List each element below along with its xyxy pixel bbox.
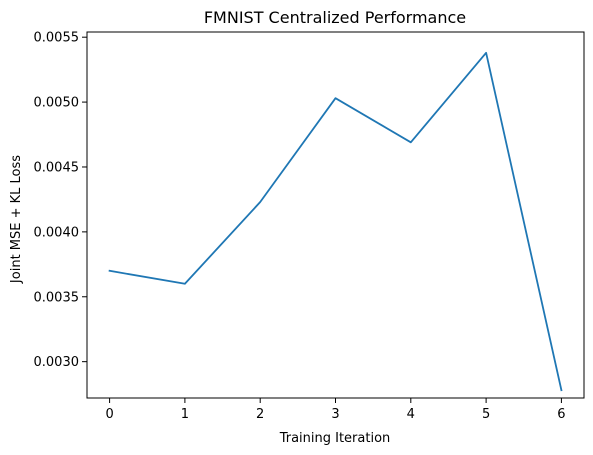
x-tick-label: 6 — [557, 407, 565, 422]
y-axis-label: Joint MSE + KL Loss — [9, 155, 24, 284]
series-line-0 — [108, 51, 563, 392]
y-tick-label: 0.0030 — [34, 355, 80, 370]
y-tick-label: 0.0040 — [34, 225, 80, 240]
x-tick-label: 4 — [407, 407, 415, 422]
x-tick-label: 0 — [105, 407, 113, 422]
y-tick-label: 0.0045 — [34, 160, 80, 175]
x-tick-label: 2 — [256, 407, 264, 422]
x-axis-label: Training Iteration — [279, 431, 391, 446]
x-tick-label: 5 — [482, 407, 490, 422]
x-tick-label: 3 — [331, 407, 339, 422]
x-tick-label: 1 — [181, 407, 189, 422]
y-tick-label: 0.0055 — [34, 31, 80, 46]
chart-title: FMNIST Centralized Performance — [204, 8, 466, 27]
y-tick-label: 0.0050 — [34, 96, 80, 111]
y-tick-label: 0.0035 — [34, 290, 80, 305]
plot-area: 0 1 2 3 4 5 6 0.0030 0.0035 0.0040 0.0045 0.0050 0.0… — [34, 31, 585, 422]
